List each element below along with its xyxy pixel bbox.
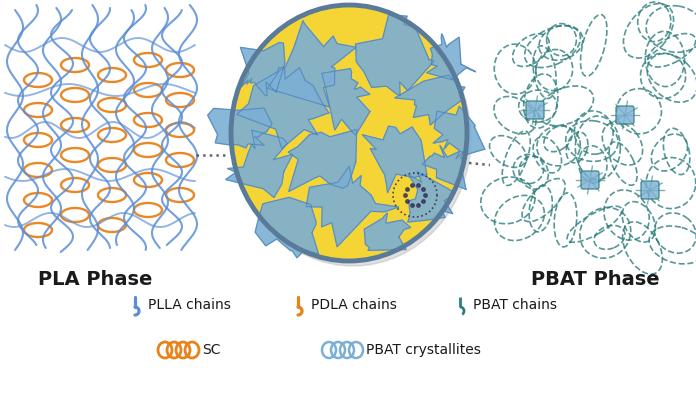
Polygon shape [363, 126, 427, 193]
Polygon shape [288, 130, 357, 191]
Polygon shape [422, 145, 466, 189]
Ellipse shape [235, 10, 471, 266]
Polygon shape [207, 108, 272, 148]
Polygon shape [306, 166, 399, 247]
Text: PBAT chains: PBAT chains [473, 298, 557, 312]
Text: PBAT Phase: PBAT Phase [530, 270, 659, 289]
Polygon shape [408, 172, 455, 222]
Polygon shape [240, 42, 285, 96]
FancyBboxPatch shape [641, 181, 659, 199]
FancyBboxPatch shape [526, 101, 544, 119]
Ellipse shape [231, 5, 467, 261]
Polygon shape [364, 213, 411, 250]
Polygon shape [356, 15, 434, 95]
Text: SC: SC [202, 343, 221, 357]
Polygon shape [433, 106, 485, 155]
FancyBboxPatch shape [616, 106, 634, 124]
Polygon shape [267, 20, 356, 107]
Text: PLLA chains: PLLA chains [148, 298, 231, 312]
Polygon shape [322, 68, 370, 135]
Polygon shape [427, 34, 476, 80]
Polygon shape [237, 68, 329, 149]
Polygon shape [226, 130, 293, 198]
Text: PLA Phase: PLA Phase [38, 270, 152, 289]
Text: PDLA chains: PDLA chains [311, 298, 397, 312]
FancyBboxPatch shape [581, 171, 599, 189]
Text: PBAT crystallites: PBAT crystallites [366, 343, 481, 357]
Polygon shape [395, 75, 465, 125]
Polygon shape [255, 197, 319, 258]
